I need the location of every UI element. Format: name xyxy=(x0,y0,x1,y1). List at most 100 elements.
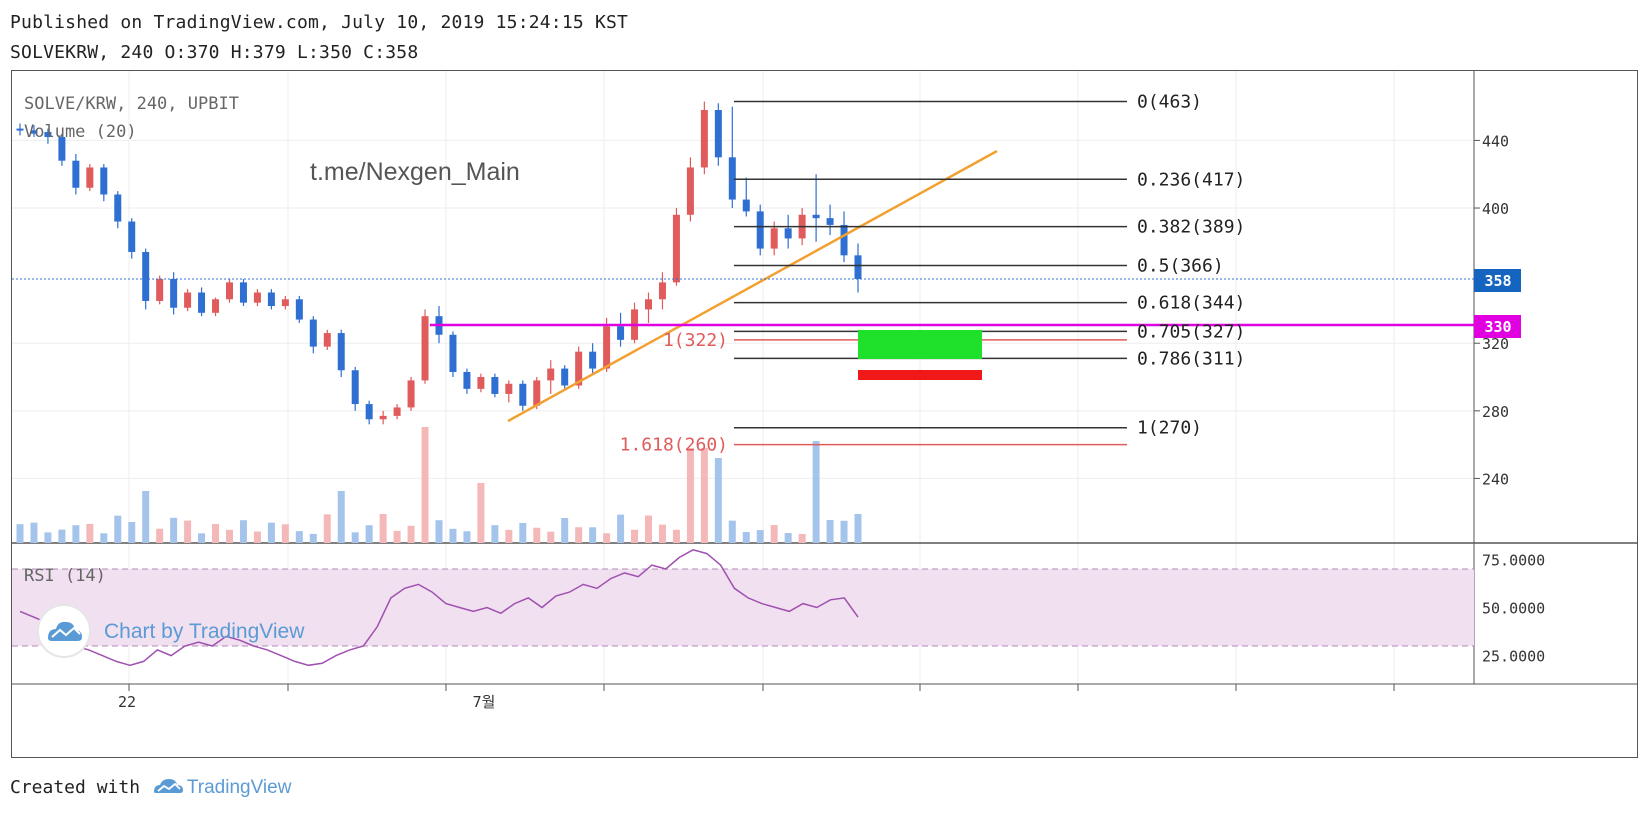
candle-body xyxy=(267,292,275,307)
candle-body xyxy=(156,279,164,301)
candle-body xyxy=(770,228,778,249)
volume-bar xyxy=(617,514,625,543)
candle-body xyxy=(784,228,792,239)
rsi-tick-label: 75.0000 xyxy=(1482,551,1545,569)
candle-body xyxy=(58,137,66,161)
y-tick-label: 320 xyxy=(1482,335,1509,353)
candle-body xyxy=(491,377,499,394)
candle-body xyxy=(184,292,192,308)
candle-body xyxy=(826,218,834,225)
tradingview-badge[interactable]: Chart by TradingView xyxy=(37,604,305,658)
candle-body xyxy=(114,194,122,222)
volume-bar xyxy=(128,522,136,543)
volume-legend: Volume (20) xyxy=(24,122,137,142)
candle-body xyxy=(854,255,862,279)
candle-body xyxy=(603,326,611,369)
volume-bar xyxy=(672,529,680,543)
volume-bar xyxy=(658,524,666,543)
candle-body xyxy=(295,299,303,320)
y-tick-label: 280 xyxy=(1482,403,1509,421)
candle-body xyxy=(533,380,541,406)
candle-body xyxy=(840,224,848,256)
candle-body xyxy=(421,316,429,381)
candle-body xyxy=(505,383,513,394)
candle-body xyxy=(686,167,694,215)
x-tick-label: 7월 xyxy=(473,693,496,711)
footer: Created with TradingView xyxy=(10,776,291,799)
volume-bar xyxy=(114,515,122,543)
tradingview-cloud-icon xyxy=(48,621,82,641)
level-badge xyxy=(1474,315,1521,338)
fib-label: 0.618(344) xyxy=(1137,293,1245,314)
candle-body xyxy=(672,214,680,283)
last-price-badge xyxy=(1474,269,1521,292)
candle-body xyxy=(16,128,24,131)
candle-body xyxy=(100,167,108,195)
volume-bar xyxy=(58,529,66,543)
rsi-tick-label: 25.0000 xyxy=(1482,648,1545,666)
fib-label: 0.705(327) xyxy=(1137,321,1245,342)
candle-body xyxy=(658,282,666,300)
candle-body xyxy=(756,211,764,249)
candle-body xyxy=(700,110,708,168)
published-info: Published on TradingView.com, July 10, 2… xyxy=(10,12,629,33)
candle-body xyxy=(30,130,38,134)
volume-bar xyxy=(756,530,764,543)
fib-label: 1.618(260) xyxy=(620,435,728,456)
rsi-legend: RSI (14) xyxy=(24,566,106,586)
volume-bar xyxy=(198,533,206,543)
level-badge-text: 330 xyxy=(1484,318,1511,336)
candle-body xyxy=(477,377,485,389)
candle-body xyxy=(323,333,331,347)
volume-bar xyxy=(589,527,597,543)
last-price-badge-text: 358 xyxy=(1484,272,1511,290)
fib-label: 0.786(311) xyxy=(1137,348,1245,369)
symbol-ohlc-line: SOLVEKRW, 240 O:370 H:379 L:350 C:358 xyxy=(10,42,419,63)
tradingview-brand[interactable]: TradingView xyxy=(186,777,292,798)
candle-body xyxy=(519,383,527,406)
chart-frame[interactable]: 0(463) 0.236(417) 0.382(389) 0.5(366) 0.618(… xyxy=(11,70,1638,758)
volume-bar xyxy=(519,522,527,543)
volume-bar xyxy=(463,531,471,543)
volume-bar xyxy=(700,448,708,543)
volume-bar xyxy=(547,531,555,543)
volume-bar xyxy=(491,525,499,543)
volume-bar xyxy=(770,525,778,543)
stop-zone xyxy=(858,370,982,380)
rsi-line xyxy=(19,548,859,667)
tradingview-footer-icon xyxy=(153,779,183,793)
volume-bar xyxy=(365,525,373,543)
fib-label: 0(463) xyxy=(1137,92,1202,113)
volume-bar xyxy=(812,441,820,543)
volume-bar xyxy=(281,524,289,543)
volume-bar xyxy=(854,513,862,543)
fib-label: 1(270) xyxy=(1137,418,1202,439)
volume-bar xyxy=(728,520,736,543)
fib-label: 0.5(366) xyxy=(1137,255,1224,276)
volume-bar xyxy=(575,527,583,543)
volume-bar xyxy=(686,448,694,543)
volume-bar xyxy=(337,491,345,543)
candle-body xyxy=(463,371,471,389)
volume-bar xyxy=(561,517,569,543)
candle-body xyxy=(812,214,820,219)
candle-body xyxy=(617,326,625,340)
buy-zone xyxy=(858,330,982,359)
candle-body xyxy=(728,157,736,200)
created-with-label: Created with xyxy=(10,777,141,798)
volume-bar xyxy=(295,531,303,543)
trend-line xyxy=(507,149,998,423)
price-chart[interactable]: 0(463) 0.236(417) 0.382(389) 0.5(366) 0.618(… xyxy=(12,71,1637,757)
candle-body xyxy=(198,292,206,313)
volume-bar xyxy=(239,520,247,543)
x-tick-label: 22 xyxy=(118,693,136,711)
volume-bar xyxy=(16,524,24,543)
tradingview-wave-icon xyxy=(51,626,81,638)
volume-bar xyxy=(840,520,848,543)
chart-by-tradingview: Chart by TradingView xyxy=(104,620,305,643)
candle-body xyxy=(589,351,597,369)
volume-bar xyxy=(44,532,52,543)
candle-body xyxy=(365,404,373,420)
candle-body xyxy=(86,167,94,188)
volume-bar xyxy=(226,529,233,543)
